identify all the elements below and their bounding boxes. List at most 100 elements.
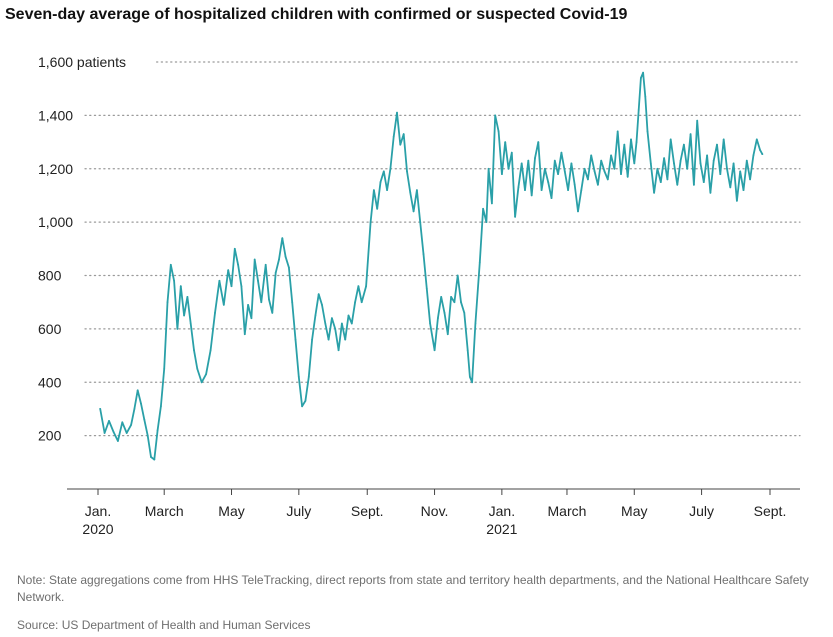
data-point-108 xyxy=(474,322,477,325)
data-point-70 xyxy=(347,314,350,317)
data-point-174 xyxy=(686,167,689,170)
x-tick-label-9: July xyxy=(689,503,714,519)
data-point-176 xyxy=(693,183,695,186)
data-point-75 xyxy=(365,285,367,288)
data-point-17 xyxy=(163,368,166,370)
data-point-73 xyxy=(357,285,360,288)
data-point-188 xyxy=(732,162,735,165)
x-axis-ticks: Jan. 2020 March May July Sept. Nov. Jan. 2021 Mar… xyxy=(82,489,786,537)
data-point-191 xyxy=(742,189,745,192)
data-point-161 xyxy=(644,95,647,98)
data-point-129 xyxy=(544,167,546,170)
data-point-92 xyxy=(422,253,425,256)
data-point-95 xyxy=(433,349,436,352)
data-point-62 xyxy=(321,304,323,306)
data-point-146 xyxy=(600,159,603,162)
data-point-160 xyxy=(642,71,644,74)
data-point-106 xyxy=(469,376,471,378)
data-point-28 xyxy=(200,381,203,384)
data-point-154 xyxy=(626,175,629,178)
data-point-89 xyxy=(412,210,415,213)
data-point-71 xyxy=(350,322,353,325)
data-point-57 xyxy=(304,400,307,402)
data-point-126 xyxy=(534,157,536,160)
data-point-66 xyxy=(334,328,337,330)
data-point-124 xyxy=(527,159,530,162)
data-point-112 xyxy=(487,167,490,170)
data-point-10 xyxy=(140,402,142,405)
data-point-109 xyxy=(478,261,481,264)
data-point-180 xyxy=(706,154,708,157)
x-tick-label-10: Sept. xyxy=(754,503,787,519)
data-point-53 xyxy=(291,301,294,304)
data-point-153 xyxy=(623,143,626,146)
x-tick-label-8: May xyxy=(621,503,647,519)
data-point-173 xyxy=(683,143,685,146)
x-tick-sublabel-0: 2020 xyxy=(82,521,113,537)
data-point-131 xyxy=(550,197,553,200)
data-point-43 xyxy=(257,279,259,282)
data-point-16 xyxy=(160,405,162,408)
data-point-177 xyxy=(696,119,699,122)
data-point-42 xyxy=(253,258,256,261)
data-point-107 xyxy=(471,381,473,384)
data-point-178 xyxy=(699,162,702,165)
data-point-105 xyxy=(466,349,469,352)
data-point-32 xyxy=(218,279,221,282)
data-point-65 xyxy=(331,317,333,320)
data-point-140 xyxy=(580,189,583,192)
data-point-116 xyxy=(501,173,503,176)
data-point-152 xyxy=(620,173,622,176)
data-point-189 xyxy=(736,199,738,202)
data-point-137 xyxy=(570,162,573,165)
data-point-20 xyxy=(173,279,176,282)
data-point-54 xyxy=(294,338,297,341)
data-point-149 xyxy=(610,154,612,157)
data-point-94 xyxy=(429,322,431,325)
data-point-26 xyxy=(193,349,195,352)
data-point-139 xyxy=(577,210,579,213)
data-point-165 xyxy=(656,167,659,170)
data-point-49 xyxy=(278,258,280,261)
data-point-60 xyxy=(314,314,317,317)
data-point-151 xyxy=(616,130,619,133)
data-point-74 xyxy=(360,301,363,304)
data-point-34 xyxy=(227,269,230,272)
data-point-115 xyxy=(497,130,500,133)
data-point-64 xyxy=(327,338,330,341)
data-point-163 xyxy=(649,162,652,165)
data-point-82 xyxy=(389,167,392,170)
data-point-170 xyxy=(673,162,675,165)
y-tick-label-600: 600 xyxy=(38,321,62,337)
data-point-158 xyxy=(637,109,640,111)
x-tick-label-2: May xyxy=(218,503,244,519)
data-point-181 xyxy=(709,191,712,194)
data-point-168 xyxy=(666,178,669,181)
data-point-175 xyxy=(689,133,692,136)
data-point-8 xyxy=(133,408,136,410)
data-point-157 xyxy=(635,141,638,144)
x-tick-label-5: Nov. xyxy=(421,503,449,519)
x-tick-label-6: Jan. xyxy=(489,503,515,519)
data-point-127 xyxy=(537,141,540,144)
data-point-41 xyxy=(250,317,253,320)
data-point-36 xyxy=(233,247,236,250)
data-point-179 xyxy=(702,181,705,184)
data-point-110 xyxy=(482,207,484,210)
data-point-50 xyxy=(281,237,284,240)
data-point-119 xyxy=(510,151,513,154)
data-point-35 xyxy=(230,285,233,288)
data-point-90 xyxy=(416,189,418,192)
data-point-166 xyxy=(659,181,662,184)
chart-title: Seven-day average of hospitalized childr… xyxy=(5,6,628,23)
data-point-58 xyxy=(307,376,310,378)
x-tick-label-1: March xyxy=(145,503,184,519)
data-point-103 xyxy=(460,301,462,304)
data-point-5 xyxy=(121,421,124,424)
gridlines xyxy=(84,61,801,437)
y-tick-label-800: 800 xyxy=(38,268,62,284)
data-point-72 xyxy=(354,301,356,304)
data-point-59 xyxy=(311,338,313,341)
data-point-148 xyxy=(606,178,609,181)
